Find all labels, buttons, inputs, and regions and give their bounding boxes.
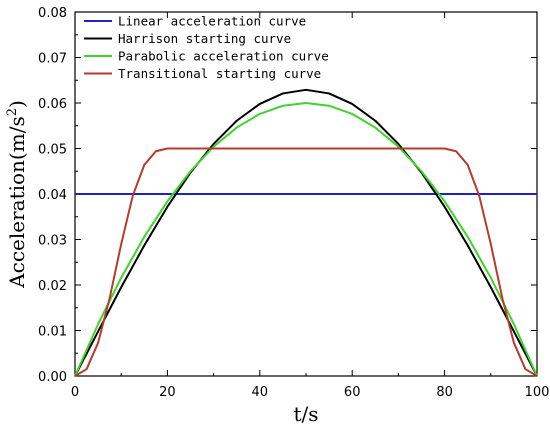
y-tick-label: 0.03 <box>38 234 67 249</box>
x-tick-label: 40 <box>252 385 269 400</box>
x-tick-label: 100 <box>525 385 550 400</box>
y-tick-label: 0.02 <box>38 279 67 294</box>
y-axis-title: Acceleration(m/s2) <box>5 100 29 289</box>
series-layer <box>74 88 538 377</box>
y-tick-label: 0.01 <box>38 325 67 340</box>
legend-label: Harrison starting curve <box>118 31 291 46</box>
x-tick-label: 0 <box>71 385 79 400</box>
x-tick-label: 80 <box>436 385 453 400</box>
legend-label: Transitional starting curve <box>118 66 321 81</box>
y-tick-label: 0.08 <box>38 6 67 21</box>
y-tick-label: 0.04 <box>38 188 67 203</box>
series-line-2 <box>74 102 538 377</box>
y-tick-label: 0.00 <box>38 370 67 385</box>
y-axis-title-exponent: 2 <box>5 108 20 116</box>
series-line-1 <box>74 88 538 377</box>
x-tick-label: 20 <box>159 385 176 400</box>
y-tick-label: 0.05 <box>38 143 67 158</box>
x-axis-title: t/s <box>293 402 318 426</box>
y-axis-title-unit-close: ) <box>5 100 29 108</box>
y-axis-title-main: Acceleration <box>5 160 29 289</box>
legend-label: Parabolic acceleration curve <box>118 49 329 64</box>
y-tick-label: 0.07 <box>38 52 67 67</box>
legend-label: Linear acceleration curve <box>118 14 306 29</box>
axis-ticks: 0 20 40 60 80 100 0.00 0.01 0.02 0.03 0.04 0.05 0.06… <box>38 6 549 400</box>
y-axis-title-unit: (m/s <box>5 116 29 160</box>
legend: Linear acceleration curve Harrison starti… <box>84 14 329 81</box>
y-tick-label: 0.06 <box>38 97 67 112</box>
series-line-3 <box>74 147 538 377</box>
x-tick-label: 60 <box>344 385 361 400</box>
